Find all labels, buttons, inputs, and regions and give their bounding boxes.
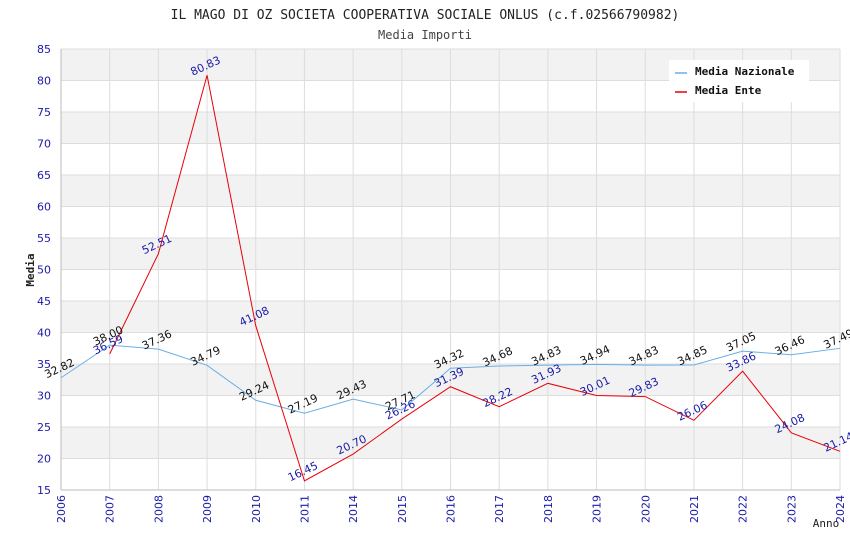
y-tick-label: 45 — [37, 295, 51, 308]
y-tick-label: 60 — [37, 201, 51, 214]
x-tick-label: 2009 — [201, 495, 214, 523]
y-tick-label: 50 — [37, 264, 51, 277]
x-tick-label: 2010 — [250, 495, 263, 523]
x-tick-label: 2022 — [737, 495, 750, 523]
series-line-media-nazionale — [60, 344, 841, 414]
legend-label-media-ente: Media Ente — [695, 84, 762, 97]
y-tick-label: 55 — [37, 232, 51, 245]
grid-lines — [60, 48, 841, 491]
x-tick-label: 2023 — [785, 495, 798, 523]
y-tick-label: 75 — [37, 106, 51, 119]
y-tick-label: 70 — [37, 138, 51, 151]
x-tick-label: 2024 — [834, 495, 847, 523]
y-tick-label: 30 — [37, 390, 51, 403]
y-tick-label: 35 — [37, 358, 51, 371]
x-tick-label: 2014 — [347, 495, 360, 523]
x-tick-label: 2020 — [639, 495, 652, 523]
x-tick-label: 2015 — [396, 495, 409, 523]
x-tick-label: 2011 — [298, 495, 311, 523]
y-tick-label: 20 — [37, 453, 51, 466]
x-tick-label: 2008 — [152, 495, 165, 523]
series-line-media-ente — [109, 75, 841, 482]
x-tick-label: 2017 — [493, 495, 506, 523]
x-axis-label: Anno — [813, 517, 840, 530]
y-tick-label: 25 — [37, 421, 51, 434]
series-lines — [60, 75, 841, 482]
y-tick-label: 40 — [37, 327, 51, 340]
axes — [60, 49, 840, 491]
y-tick-label: 15 — [37, 484, 51, 497]
chart-title: IL MAGO DI OZ SOCIETA COOPERATIVA SOCIAL… — [171, 8, 680, 23]
x-tick-label: 2021 — [688, 495, 701, 523]
y-tick-label: 65 — [37, 169, 51, 182]
legend-label-media-nazionale: Media Nazionale — [695, 65, 795, 78]
legend: Media Nazionale Media Ente — [669, 60, 809, 102]
x-tick-label: 2019 — [591, 495, 604, 523]
tick-labels: 15 20 25 30 35 40 45 50 55 60 65 70 75 80 85 2006 2007 20… — [37, 43, 847, 523]
x-tick-label: 2007 — [104, 495, 117, 523]
x-tick-label: 2016 — [445, 495, 458, 523]
x-tick-label: 2006 — [55, 495, 68, 523]
y-tick-label: 85 — [37, 43, 51, 56]
legend-box — [669, 60, 809, 102]
x-tick-label: 2018 — [542, 495, 555, 523]
y-tick-label: 80 — [37, 75, 51, 88]
chart-subtitle: Media Importi — [378, 28, 472, 42]
y-axis-label: Media — [24, 253, 37, 286]
